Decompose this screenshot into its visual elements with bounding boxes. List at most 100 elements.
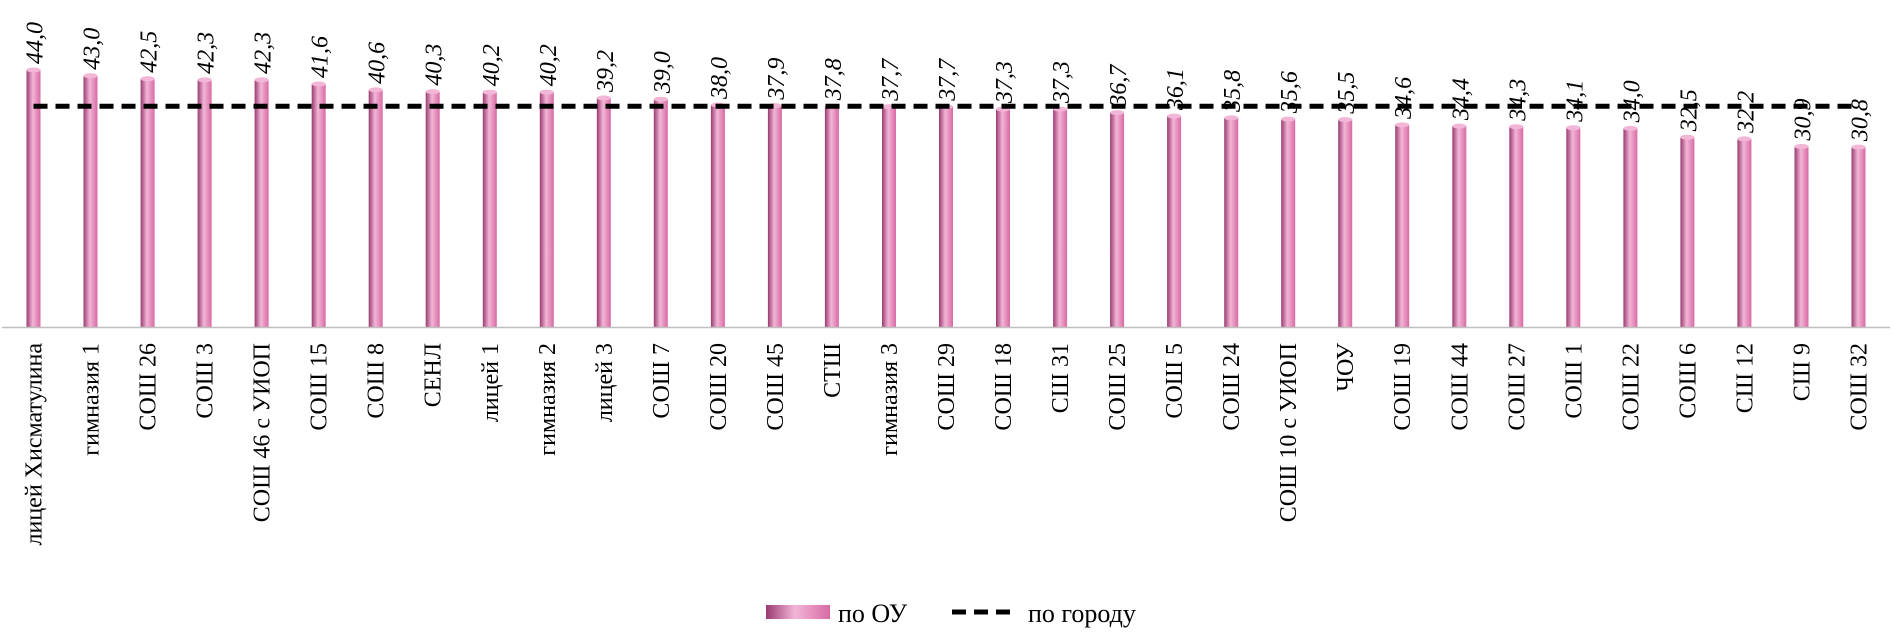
- bar-cap: [1509, 124, 1524, 130]
- bar: [1794, 146, 1809, 327]
- bar-value-label: 34,3: [1505, 79, 1531, 122]
- bar: [1395, 124, 1410, 328]
- bar-cap: [1395, 122, 1410, 128]
- category-label: СШ 12: [1732, 343, 1758, 413]
- category-label: СОШ 45: [763, 343, 789, 431]
- bar: [653, 99, 668, 327]
- bar: [1338, 119, 1353, 327]
- bars-layer: [26, 67, 1866, 328]
- bar: [824, 106, 839, 327]
- bar-value-label: 38,0: [707, 57, 733, 100]
- bar-value-label: 34,0: [1619, 80, 1645, 123]
- bar-value-label: 37,3: [992, 61, 1018, 104]
- bar-cap: [1737, 136, 1752, 142]
- category-label: лицей 3: [592, 343, 618, 422]
- bar-cap: [140, 76, 155, 82]
- bar-value-label: 39,0: [650, 51, 676, 94]
- bar-cap: [368, 87, 383, 93]
- category-label: СОШ 22: [1618, 343, 1644, 431]
- category-label: СЕНЛ: [421, 343, 447, 407]
- bar-cap: [653, 96, 668, 102]
- bar-cap: [1110, 110, 1125, 116]
- bar: [140, 78, 155, 327]
- bar: [939, 106, 953, 327]
- bar-value-label: 40,6: [365, 42, 391, 84]
- category-label: СОШ 15: [307, 343, 333, 431]
- bar: [710, 105, 725, 327]
- bar: [1737, 138, 1752, 327]
- bar-value-label: 36,7: [1106, 64, 1132, 108]
- category-label: СОШ 29: [934, 343, 960, 431]
- bar: [1680, 137, 1695, 327]
- bar-cap: [1794, 144, 1809, 149]
- bar-value-label: 34,1: [1562, 80, 1588, 123]
- category-label: СОШ 27: [1504, 343, 1530, 431]
- bar-value-label: 37,8: [821, 58, 847, 101]
- bar: [368, 89, 383, 328]
- bar-value-label: 30,8: [1848, 99, 1874, 142]
- bar-value-label: 37,7: [935, 58, 961, 102]
- bar-cap: [1281, 116, 1296, 122]
- category-label: СОШ 25: [1105, 343, 1131, 431]
- bar: [1224, 117, 1239, 328]
- category-label: СОШ 6: [1675, 343, 1701, 419]
- bar: [254, 79, 269, 328]
- bar-cap: [1851, 144, 1866, 150]
- bar-cap: [254, 77, 269, 83]
- category-label: СШ 31: [1048, 343, 1074, 413]
- bar-value-label: 35,5: [1334, 72, 1360, 115]
- category-label: СОШ 26: [136, 343, 162, 431]
- bar: [1053, 109, 1068, 327]
- bar: [1851, 147, 1866, 327]
- bar-value-label: 40,2: [536, 44, 562, 86]
- bar: [1281, 119, 1296, 327]
- bar-value-label: 41,6: [308, 36, 334, 78]
- bar-value-label: 39,2: [593, 50, 619, 93]
- bar: [1509, 126, 1524, 327]
- category-label: СОШ 10 с УИОП: [1276, 343, 1302, 522]
- bar: [1167, 116, 1182, 327]
- legend-bar-swatch: [766, 605, 830, 619]
- category-label: гимназия 3: [877, 343, 903, 456]
- bar: [311, 84, 326, 327]
- category-label: ЧОУ: [1333, 343, 1359, 392]
- bar: [1623, 128, 1638, 327]
- bar-cap: [311, 81, 326, 87]
- bar-cap: [1623, 125, 1638, 131]
- category-label: СОШ 3: [193, 343, 219, 419]
- bar: [1110, 112, 1125, 327]
- category-label: СОШ 8: [364, 343, 390, 419]
- bar: [1566, 127, 1581, 327]
- category-label: СОШ 18: [991, 343, 1017, 431]
- category-label: СОШ 32: [1847, 343, 1873, 431]
- bar-value-label: 30,9: [1791, 99, 1817, 142]
- bar: [1452, 126, 1467, 327]
- bar: [996, 109, 1010, 327]
- category-label: лицей Хисматулина: [22, 343, 48, 546]
- bar-value-label: 37,9: [764, 58, 790, 101]
- bar: [425, 91, 440, 327]
- bar-value-label: 43,0: [80, 28, 106, 70]
- value-labels-layer: 44,0 43,0 42,5 42,3 42,3 41,6 40,6 40,3 40,2 40,2…: [23, 22, 1874, 142]
- bar: [882, 106, 896, 327]
- bar-cap: [26, 67, 41, 73]
- category-labels-layer: лицей Хисматулина гимназия 1 СОШ 26 СОШ 3 СО…: [22, 343, 1873, 546]
- bar-cap: [83, 73, 98, 79]
- bar: [197, 79, 212, 328]
- legend-line-label: по городу: [1028, 599, 1136, 628]
- bar-value-label: 44,0: [23, 22, 49, 64]
- bar-cap: [1566, 125, 1581, 131]
- bar: [539, 92, 554, 327]
- bar: [767, 105, 782, 327]
- category-label: СОШ 44: [1447, 343, 1473, 431]
- bar-value-label: 37,3: [1049, 61, 1075, 104]
- bar-value-label: 42,3: [194, 32, 220, 74]
- bar-cap: [1224, 115, 1239, 121]
- bar-value-label: 40,2: [479, 44, 505, 86]
- bar-value-label: 35,6: [1277, 71, 1303, 114]
- bar-value-label: 32,5: [1676, 89, 1702, 132]
- bar-value-label: 42,3: [251, 32, 277, 74]
- bar-cap: [539, 89, 554, 95]
